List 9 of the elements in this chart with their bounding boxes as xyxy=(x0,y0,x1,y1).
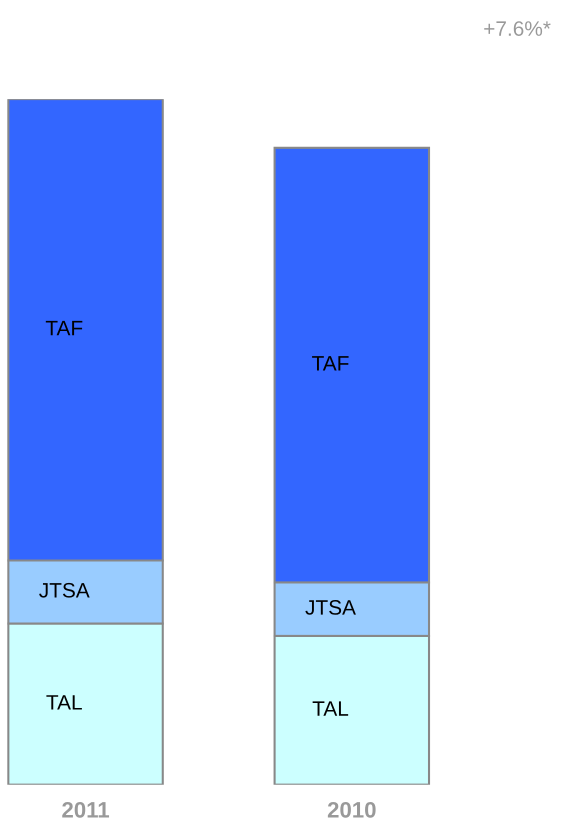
text: JTSA xyxy=(39,582,90,598)
x-tick-label: 2011 xyxy=(62,802,110,818)
series-label: TAF xyxy=(312,356,349,371)
series-label: TAL xyxy=(312,701,348,716)
series-label: JTSA xyxy=(305,600,356,615)
text: TAF xyxy=(46,320,82,336)
x-tick-label: 2010 xyxy=(328,802,376,818)
text: +7.6%* xyxy=(484,21,551,36)
text: TAL xyxy=(46,695,82,710)
